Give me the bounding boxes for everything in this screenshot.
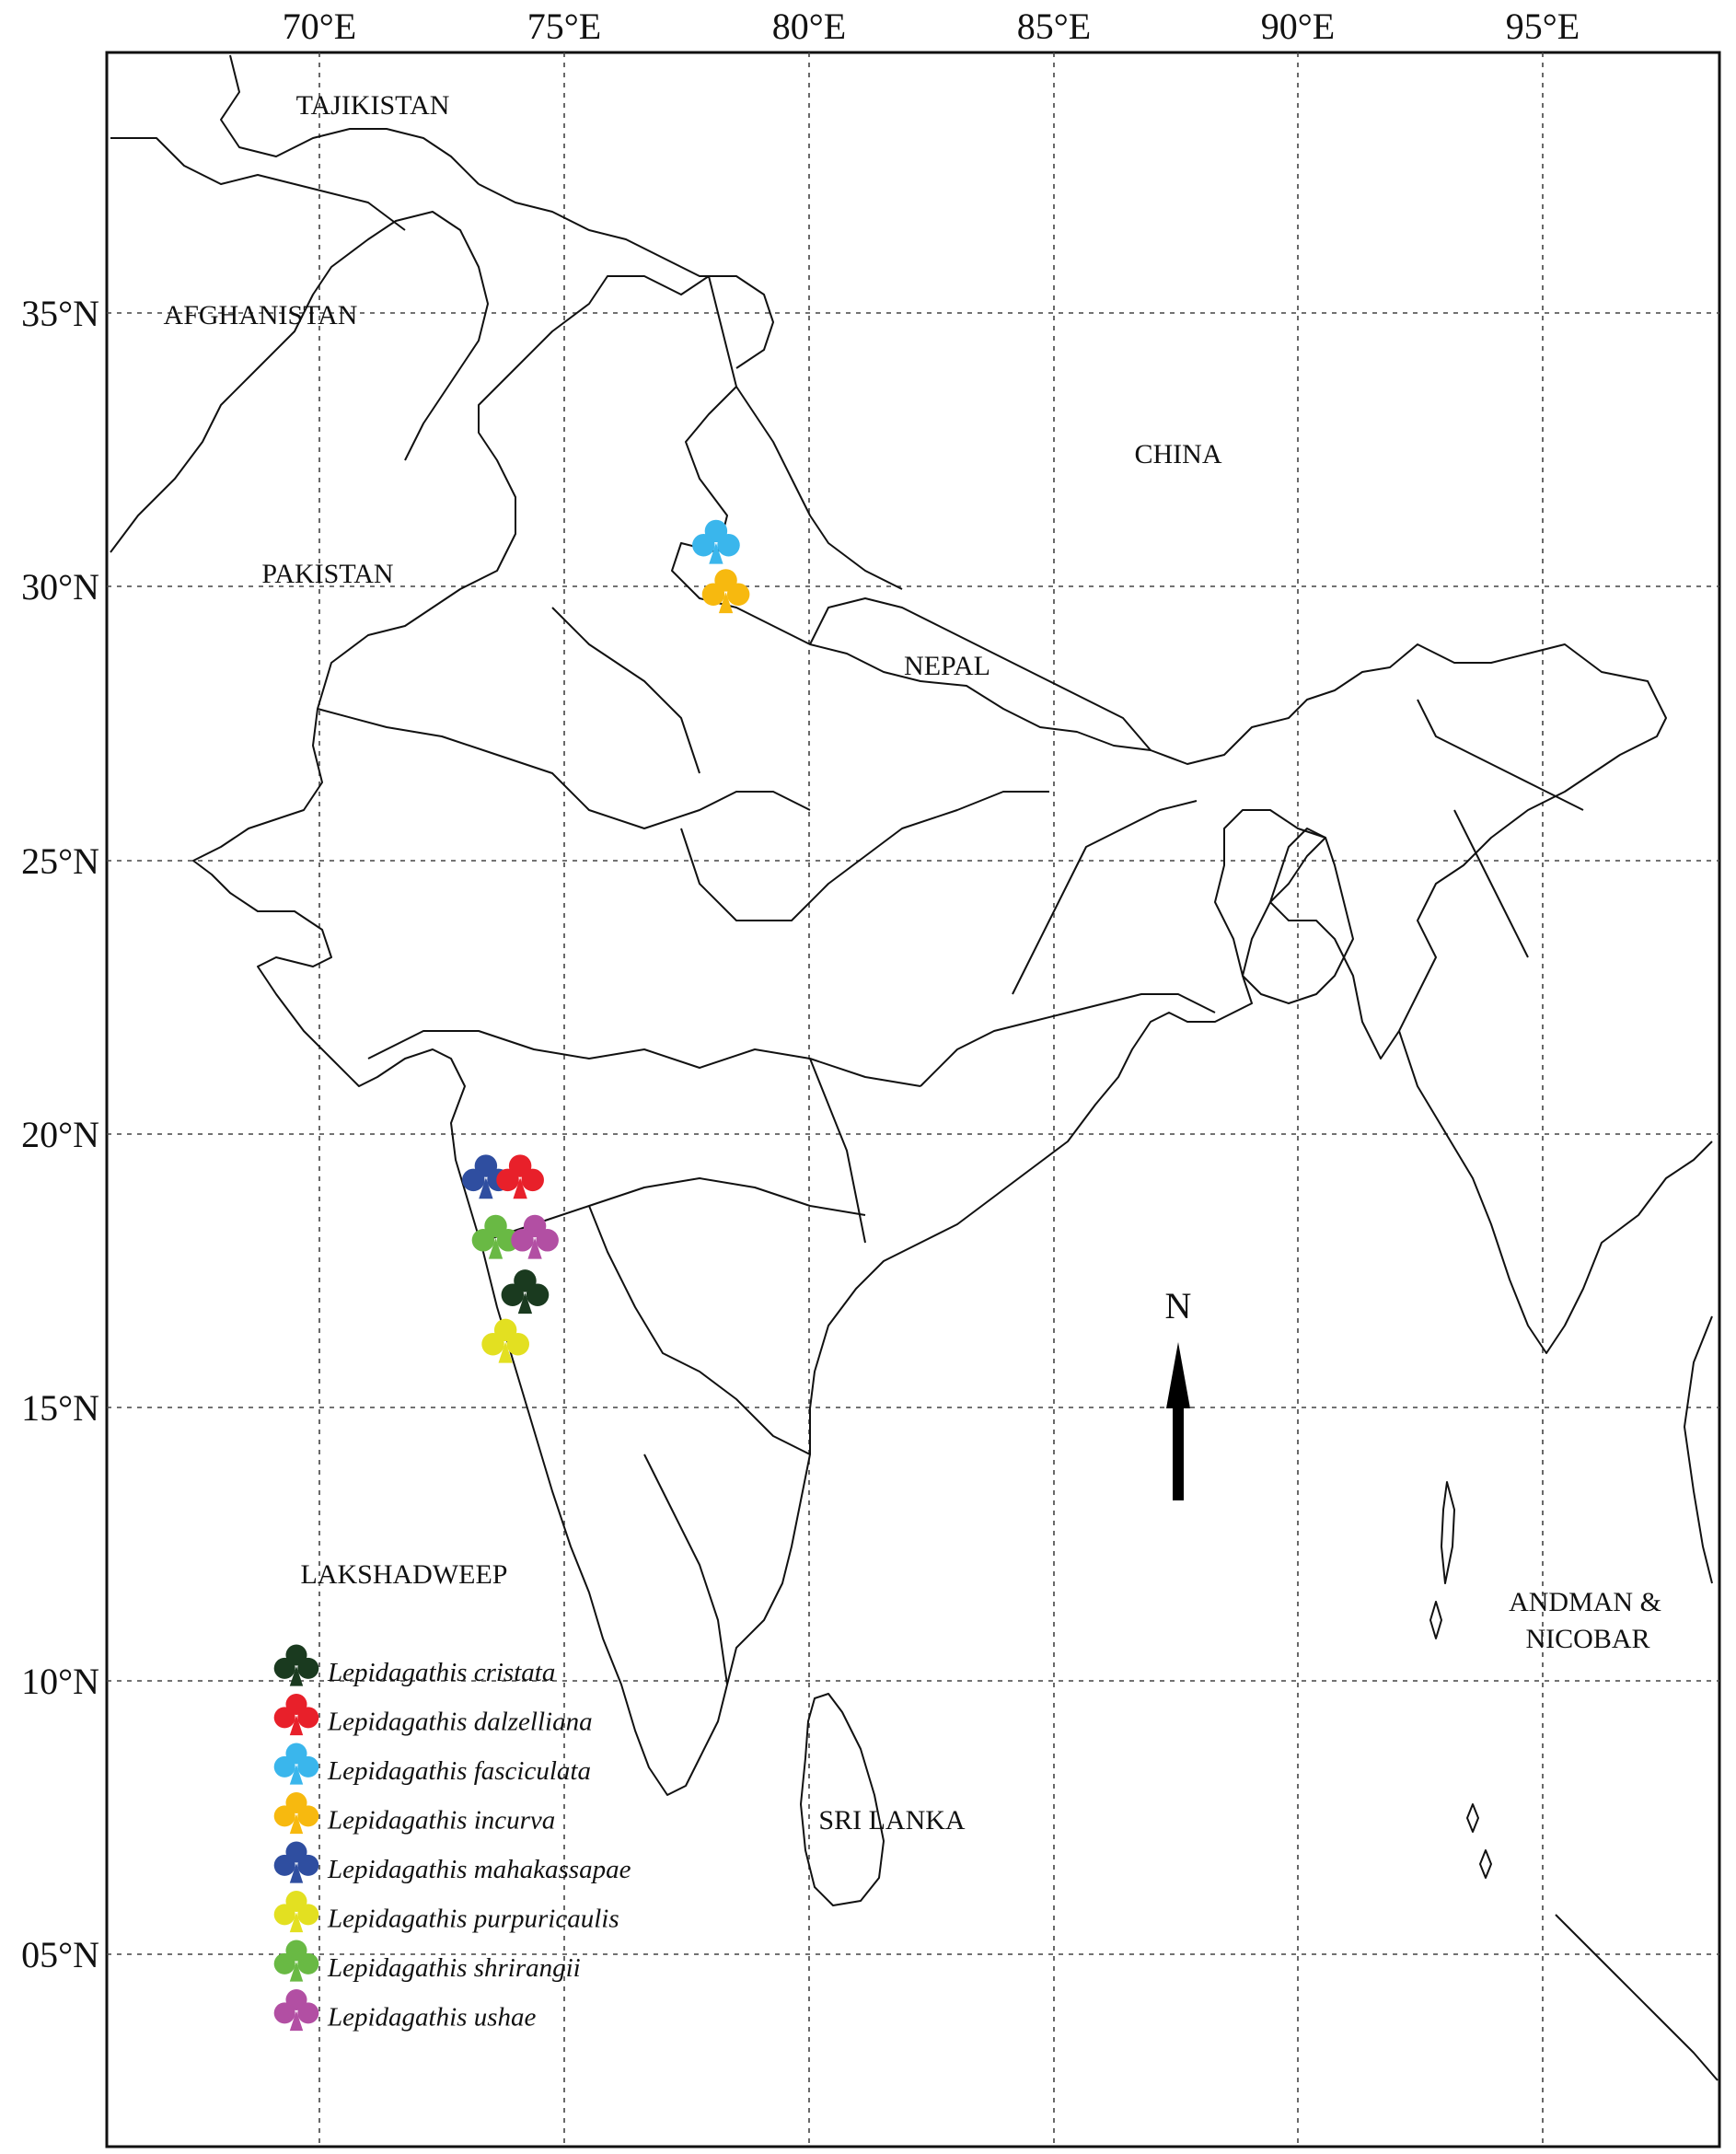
myanmar-south-coast <box>1684 1315 1713 1584</box>
graticule <box>107 52 1719 2147</box>
state-border <box>1453 809 1529 958</box>
legend-swatch-icon <box>273 1988 319 2032</box>
state-border <box>367 1030 921 1087</box>
legend-swatch-icon <box>273 1841 319 1883</box>
north-arrow-shaft <box>1173 1404 1184 1500</box>
legend-swatch-icon <box>273 1890 319 1933</box>
occurrence-marker <box>692 519 740 564</box>
nepal-outline <box>809 597 1152 751</box>
lat-label: 30°N <box>21 566 99 608</box>
legend-swatch-icon <box>273 1644 319 1686</box>
occurrence-marker <box>462 1154 510 1199</box>
legend-label: Lepidagathis purpuricaulis <box>327 1905 619 1934</box>
china-nepal-north <box>735 386 903 590</box>
legend-label: Lepidagathis cristata <box>327 1658 555 1687</box>
label-lakshadweep: LAKSHADWEEP <box>301 1559 508 1590</box>
afghanistan-north-border <box>110 137 406 231</box>
label-sri-lanka: SRI LANKA <box>818 1805 966 1836</box>
state-border <box>920 993 1216 1087</box>
andaman-islands <box>1441 1481 1455 1584</box>
china-border-west <box>478 183 774 369</box>
borders <box>110 54 1719 2081</box>
map-frame <box>105 51 1721 2148</box>
state-border <box>643 1453 728 1685</box>
state-border <box>1417 699 1584 811</box>
lon-label: 80°E <box>772 6 846 47</box>
lat-label: 05°N <box>21 1934 99 1975</box>
lat-label: 25°N <box>21 840 99 882</box>
legend-label: Lepidagathis dalzelliana <box>327 1708 593 1737</box>
lon-label: 85°E <box>1017 6 1091 47</box>
legend-label: Lepidagathis ushae <box>327 2003 536 2032</box>
myanmar-outline <box>1398 1030 1713 1354</box>
pakistan-afghanistan-border <box>110 211 489 553</box>
north-arrow: N <box>1165 1285 1192 1500</box>
legend-label: Lepidagathis mahakassapae <box>327 1855 631 1884</box>
lon-label: 95°E <box>1506 6 1580 47</box>
label-pakistan: PAKISTAN <box>261 559 393 589</box>
legend-swatch-icon <box>273 1940 319 1982</box>
occurrence-marker <box>481 1318 529 1363</box>
legend-label: Lepidagathis fasciculata <box>327 1756 591 1786</box>
lon-label: 70°E <box>283 6 356 47</box>
legend-swatch-icon <box>273 1693 319 1736</box>
sumatra-outline <box>1555 1914 1719 2081</box>
north-label: N <box>1165 1285 1192 1326</box>
occurrence-marker <box>701 569 750 614</box>
legend-label: Lepidagathis shrirangii <box>327 1953 581 1983</box>
sri-lanka-outline <box>800 1693 885 1906</box>
state-border <box>317 708 811 829</box>
lat-label: 10°N <box>21 1661 99 1702</box>
occurrence-markers <box>462 519 750 1363</box>
lat-label: 20°N <box>21 1114 99 1155</box>
label-china: CHINA <box>1135 439 1222 469</box>
occurrence-marker <box>501 1269 550 1314</box>
latitude-labels: 35°N 30°N 25°N 20°N 15°N 10°N 05°N <box>21 293 99 1975</box>
legend-label: Lepidagathis incurva <box>327 1806 555 1836</box>
lat-label: 15°N <box>21 1387 99 1429</box>
label-tajikistan: TAJIKISTAN <box>296 90 450 121</box>
nicobar-islands <box>1466 1803 1479 1833</box>
lon-label: 90°E <box>1261 6 1335 47</box>
nicobar-islands <box>1479 1849 1492 1879</box>
legend-swatch-icon <box>273 1791 319 1835</box>
label-afghanistan: AFGHANISTAN <box>164 300 358 330</box>
state-border <box>588 1205 811 1455</box>
lat-label: 35°N <box>21 293 99 334</box>
india-outline <box>192 275 1667 1796</box>
occurrence-marker <box>511 1214 559 1259</box>
label-andaman-line1: ANDMAN & <box>1509 1587 1661 1617</box>
label-nepal: NEPAL <box>904 651 990 681</box>
andaman-islands <box>1429 1601 1442 1639</box>
north-arrow-head <box>1166 1342 1190 1408</box>
state-border <box>1012 800 1198 995</box>
state-border <box>551 607 700 774</box>
label-andaman-line2: NICOBAR <box>1525 1624 1649 1654</box>
state-border <box>809 1058 866 1244</box>
lon-label: 75°E <box>527 6 601 47</box>
legend: Lepidagathis cristata Lepidagathis dalzel… <box>273 1644 631 2032</box>
occurrence-marker <box>496 1154 544 1199</box>
bangladesh-outline <box>1214 809 1354 1004</box>
legend-swatch-icon <box>273 1743 319 1785</box>
tajikistan-border <box>220 54 480 185</box>
longitude-labels: 70°E 75°E 80°E 85°E 90°E 95°E <box>283 6 1580 47</box>
region-labels: TAJIKISTAN AFGHANISTAN PAKISTAN CHINA NE… <box>164 90 1661 1836</box>
state-border <box>680 791 1049 921</box>
